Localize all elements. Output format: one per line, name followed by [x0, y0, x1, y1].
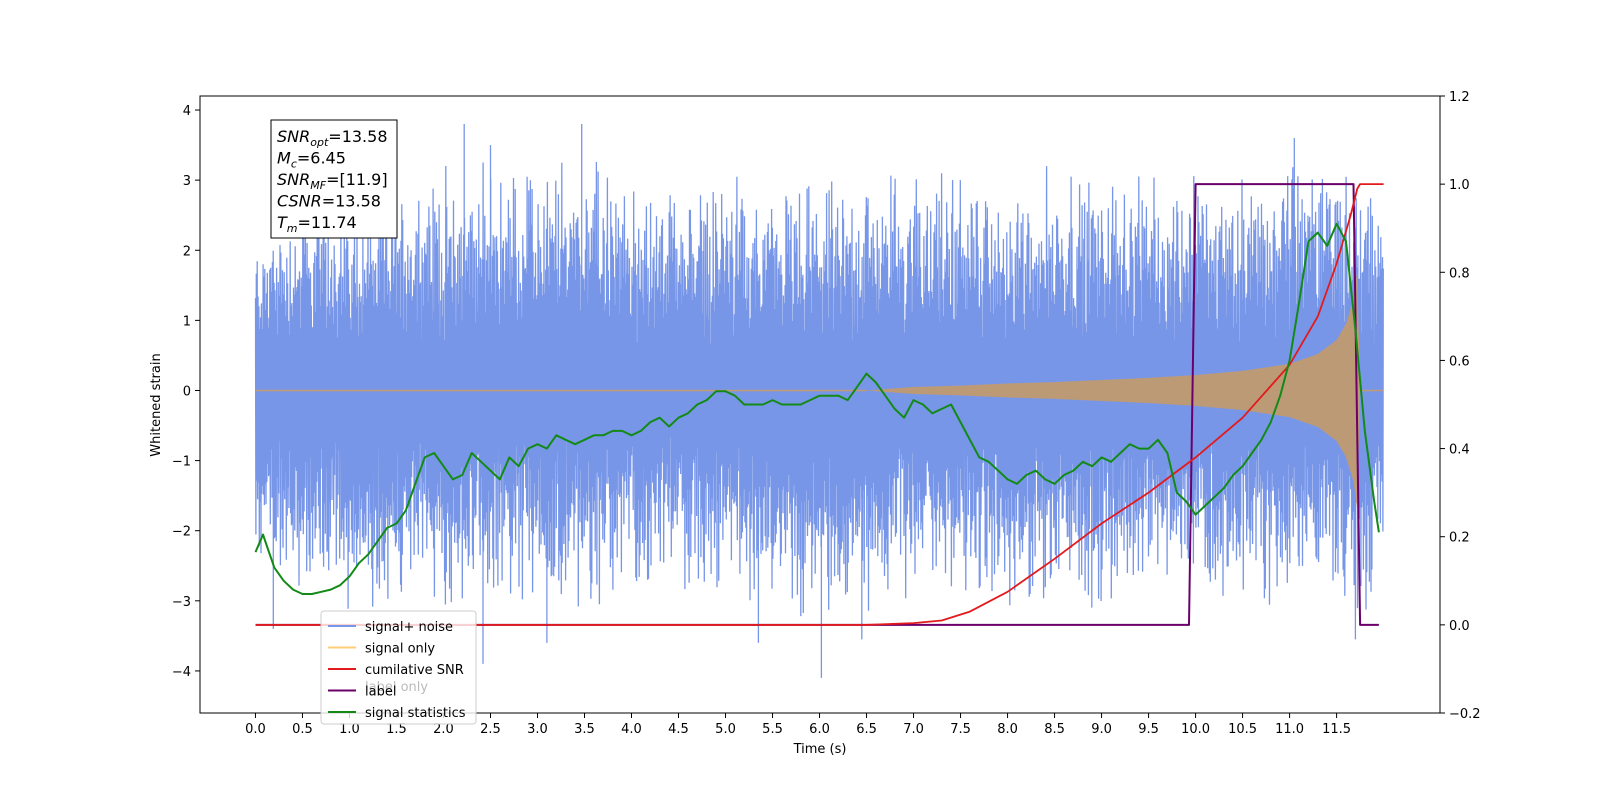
y-tick-label: 4 [183, 104, 191, 119]
x-tick-label: 6.0 [809, 722, 830, 737]
x-tick-label: 7.5 [950, 722, 971, 737]
x-tick-label: 8.5 [1044, 722, 1065, 737]
series-signal-noise [254, 124, 1384, 678]
y-tick-label: −2 [172, 525, 191, 540]
x-tick-label: 7.0 [903, 722, 924, 737]
x-tick-label: 8.0 [997, 722, 1018, 737]
x-axis-ticks: 0.0 0.5 1.0 1.5 2.0 2.5 3.0 3.5 4.0 4.5 5.0 5.5 6.0 6… [245, 713, 1351, 737]
y2-axis-ticks: 1.2 1.0 0.8 0.6 0.4 0.2 0.0 −0.2 [1440, 90, 1481, 722]
x-tick-label: 1.0 [339, 722, 360, 737]
annotation-line: SNRMF=[11.9] [277, 170, 388, 192]
legend-entry: cumilative SNR [365, 663, 464, 678]
y2-tick-label: 0.4 [1449, 443, 1470, 458]
y2-tick-label: 0.8 [1449, 266, 1470, 281]
y-axis-label: Whitened strain [149, 353, 164, 456]
series-label [255, 183, 1379, 626]
annotation-line: CSNR=13.58 [277, 192, 381, 211]
annotation-line: Mc=6.45 [277, 149, 346, 171]
annotation-box: SNRopt=13.58Mc=6.45SNRMF=[11.9]CSNR=13.5… [270, 119, 398, 239]
y-tick-label: −4 [172, 665, 191, 680]
x-tick-label: 0.0 [245, 722, 266, 737]
legend-entry: signal+ noise [365, 620, 453, 635]
y-tick-label: 3 [183, 174, 191, 189]
x-tick-label: 10.5 [1228, 722, 1257, 737]
y2-tick-label: 0.0 [1449, 619, 1470, 634]
x-tick-label: 11.5 [1322, 722, 1351, 737]
x-tick-label: 5.0 [715, 722, 736, 737]
y2-tick-label: 1.0 [1449, 178, 1470, 193]
y-axis-ticks: 4 3 2 1 0 −1 −2 −3 −4 [172, 104, 200, 680]
y-tick-label: −3 [172, 595, 191, 610]
x-tick-label: 3.0 [527, 722, 548, 737]
x-tick-label: 10.0 [1181, 722, 1210, 737]
y-tick-label: 1 [183, 314, 191, 329]
x-tick-label: 4.5 [668, 722, 689, 737]
legend-overlap-text: label only [365, 680, 428, 695]
x-tick-label: 2.0 [433, 722, 454, 737]
x-tick-label: 3.5 [574, 722, 595, 737]
y-tick-label: 0 [183, 384, 191, 399]
legend: label only signal+ noise signal only cumil… [320, 610, 477, 725]
x-axis-label: Time (s) [793, 742, 847, 757]
series-layer [254, 124, 1384, 678]
series-signal-statistics [254, 222, 1380, 595]
x-tick-label: 4.0 [621, 722, 642, 737]
legend-entry: signal statistics [365, 706, 466, 721]
legend-entry: signal only [365, 642, 435, 657]
legend-entry: label [365, 685, 396, 700]
annotation-line: Tm=11.74 [277, 213, 357, 235]
y-tick-label: 2 [183, 244, 191, 259]
x-tick-label: 5.5 [762, 722, 783, 737]
series-signal-only-band [866, 271, 1361, 510]
y2-tick-label: 0.2 [1449, 531, 1470, 546]
y2-tick-label: 0.6 [1449, 354, 1470, 369]
x-tick-label: 6.5 [856, 722, 877, 737]
x-tick-label: 0.5 [292, 722, 313, 737]
x-tick-label: 9.0 [1091, 722, 1112, 737]
y-tick-label: −1 [172, 455, 191, 470]
x-tick-label: 9.5 [1138, 722, 1159, 737]
x-tick-label: 11.0 [1275, 722, 1304, 737]
annotation-line: SNRopt=13.58 [277, 127, 388, 149]
y2-tick-label: −0.2 [1449, 707, 1481, 722]
x-tick-label: 1.5 [386, 722, 407, 737]
y2-tick-label: 1.2 [1449, 90, 1470, 105]
x-tick-label: 2.5 [480, 722, 501, 737]
